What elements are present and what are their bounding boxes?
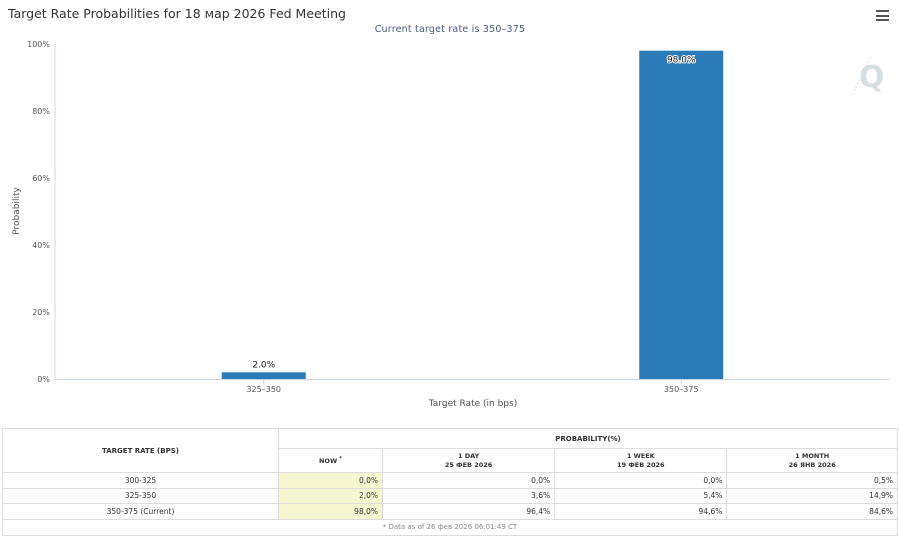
rate-cell: 350-375 (Current) xyxy=(2,503,279,520)
quikstrike-q-logo-icon: Q xyxy=(851,54,885,96)
y-tick-label: 60% xyxy=(32,174,50,183)
rate-cell: 325-350 xyxy=(2,487,279,504)
day-cell: 0,0% xyxy=(381,472,556,489)
now-label: NOW xyxy=(318,457,338,466)
x-tick-label: 350–375 xyxy=(664,385,699,394)
chart-panel: Target Rate Probabilities for 18 мар 202… xyxy=(8,6,890,409)
footnote-row: * Data as of 26 фев 2026 06:01:49 CT xyxy=(2,518,898,536)
now-cell: 2,0% xyxy=(278,487,383,504)
y-tick-label: 100% xyxy=(27,40,50,49)
week-cell: 5,4% xyxy=(554,487,728,504)
month-cell: 14,9% xyxy=(726,487,898,504)
period-date: 26 ЯНВ 2026 xyxy=(788,460,836,469)
week-cell: 0,0% xyxy=(554,472,728,489)
now-cell: 0,0% xyxy=(278,472,383,489)
bar-chart: Q 0% 20% 40% 60% 80% 100% 2.0% 98.0% 325–350 35… xyxy=(12,40,890,409)
period-date: 25 ФЕВ 2026 xyxy=(444,460,493,469)
now-cell: 98,0% xyxy=(278,503,383,520)
period-header-1week: 1 WEEK 19 ФЕВ 2026 xyxy=(554,448,728,473)
y-axis-title: Probability xyxy=(12,187,22,235)
now-header: NOW * xyxy=(278,448,383,473)
chart-subtitle: Current target rate is 350–375 xyxy=(374,24,526,35)
y-tick-label: 40% xyxy=(32,241,50,250)
data-label: 2.0% xyxy=(252,360,275,370)
hamburger-menu-icon[interactable] xyxy=(876,10,889,21)
period-label: 1 DAY xyxy=(457,451,480,460)
bars: 2.0% 98.0% xyxy=(221,50,724,379)
day-cell: 3,6% xyxy=(381,487,556,504)
period-label: 1 WEEK xyxy=(626,451,655,460)
x-axis-title: Target Rate (in bps) xyxy=(428,399,517,409)
table-row: 350-375 (Current) 98,0% 96,4% 94,6% 84,6… xyxy=(2,503,898,520)
bar[interactable] xyxy=(639,50,724,379)
bar[interactable] xyxy=(221,372,306,379)
y-tick-label: 80% xyxy=(32,107,50,116)
table-row: 325-350 2,0% 3,6% 5,4% 14,9% xyxy=(2,487,898,504)
y-axis: 0% 20% 40% 60% 80% 100% xyxy=(27,40,56,384)
month-cell: 0,5% xyxy=(726,472,898,489)
data-timestamp-footnote: * Data as of 26 фев 2026 06:01:49 CT xyxy=(2,518,898,536)
rate-cell: 300-325 xyxy=(2,472,279,489)
day-cell: 96,4% xyxy=(381,503,556,520)
period-date: 19 ФЕВ 2026 xyxy=(617,460,665,469)
now-marker: * xyxy=(339,455,343,462)
data-label: 98.0% xyxy=(667,56,696,66)
period-header-1day: 1 DAY 25 ФЕВ 2026 xyxy=(381,448,556,473)
period-label: 1 MONTH xyxy=(795,451,830,460)
target-rate-header: TARGET RATE (BPS) xyxy=(2,428,279,473)
y-tick-label: 20% xyxy=(32,308,50,317)
month-cell: 84,6% xyxy=(726,503,898,520)
probability-table: TARGET RATE (BPS) PROBABILITY(%) NOW * 1… xyxy=(2,428,898,536)
probability-header: PROBABILITY(%) xyxy=(278,428,898,449)
week-cell: 94,6% xyxy=(554,503,728,520)
period-header-1month: 1 MONTH 26 ЯНВ 2026 xyxy=(726,448,898,473)
x-tick-label: 325–350 xyxy=(246,385,281,394)
table-row: 300-325 0,0% 0,0% 0,0% 0,5% xyxy=(2,472,898,489)
x-axis: 325–350 350–375 xyxy=(55,379,890,394)
chart-title: Target Rate Probabilities for 18 мар 202… xyxy=(8,6,346,21)
y-tick-label: 0% xyxy=(37,375,50,384)
svg-text:Q: Q xyxy=(859,60,885,95)
